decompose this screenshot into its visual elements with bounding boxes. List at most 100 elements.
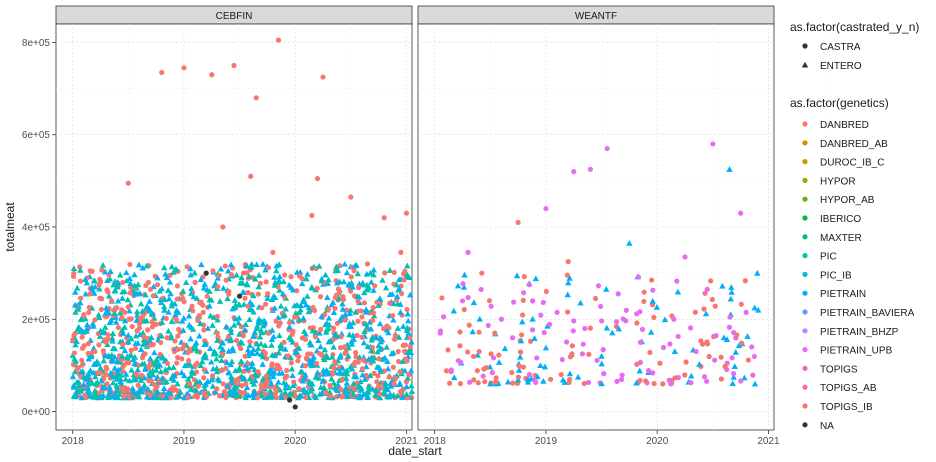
- data-point: [186, 358, 192, 364]
- data-point: [141, 334, 147, 340]
- data-point: [701, 374, 708, 380]
- data-point: [649, 277, 655, 283]
- data-point: [238, 324, 245, 330]
- data-point: [203, 270, 209, 276]
- data-point: [384, 393, 391, 400]
- data-point: [345, 281, 352, 288]
- data-point: [340, 278, 348, 285]
- data-point: [207, 312, 214, 319]
- data-point: [98, 278, 104, 285]
- data-point: [457, 329, 463, 335]
- data-point: [570, 328, 576, 334]
- data-point: [214, 316, 221, 323]
- data-point: [226, 391, 234, 398]
- data-point: [386, 374, 392, 380]
- data-point: [285, 353, 291, 359]
- data-point: [298, 280, 306, 287]
- data-point: [115, 324, 121, 331]
- data-point: [97, 295, 103, 301]
- data-point: [515, 219, 521, 225]
- data-point: [236, 293, 243, 299]
- data-point: [201, 327, 207, 333]
- data-point: [152, 366, 160, 373]
- data-point: [330, 309, 338, 315]
- data-point: [365, 383, 373, 390]
- data-point: [450, 307, 457, 314]
- data-point: [147, 362, 153, 368]
- data-point: [258, 318, 266, 325]
- data-point: [599, 318, 605, 324]
- data-point: [143, 302, 151, 309]
- data-point: [235, 314, 243, 321]
- data-point: [370, 317, 376, 323]
- data-point: [489, 370, 495, 376]
- data-point: [146, 298, 153, 304]
- data-point: [314, 369, 321, 376]
- legend-label: TOPIGS: [820, 364, 858, 375]
- data-point: [751, 380, 759, 387]
- data-point: [314, 285, 320, 291]
- data-point: [355, 284, 362, 291]
- data-point: [399, 394, 406, 400]
- data-point: [228, 272, 235, 278]
- data-point: [146, 378, 152, 384]
- data-point: [118, 326, 126, 333]
- data-point: [704, 378, 710, 384]
- data-point: [660, 381, 666, 387]
- data-point: [331, 365, 337, 371]
- data-point: [149, 394, 157, 401]
- data-point: [516, 363, 523, 369]
- data-point: [82, 290, 89, 297]
- data-point: [643, 378, 649, 384]
- data-point: [159, 69, 165, 76]
- data-point: [286, 391, 293, 398]
- data-point: [127, 280, 134, 287]
- data-point: [709, 296, 715, 303]
- data-point: [404, 306, 410, 313]
- data-point: [296, 316, 303, 323]
- data-point: [521, 290, 527, 296]
- data-point: [349, 319, 357, 326]
- data-point: [735, 342, 743, 349]
- data-point: [71, 355, 78, 362]
- data-point: [543, 205, 549, 212]
- data-point: [275, 349, 283, 356]
- data-point: [72, 330, 78, 337]
- data-point: [121, 309, 128, 315]
- data-point: [582, 325, 588, 332]
- data-point: [566, 275, 573, 281]
- data-point: [307, 387, 315, 394]
- legend-key: [802, 196, 808, 202]
- data-point: [236, 331, 243, 337]
- data-point: [139, 264, 146, 271]
- data-point: [142, 366, 149, 372]
- data-point: [372, 283, 378, 289]
- data-point: [574, 373, 582, 380]
- data-point: [71, 301, 79, 308]
- data-point: [294, 344, 301, 350]
- x-tick-label: 2019: [173, 436, 196, 447]
- data-point: [262, 266, 269, 273]
- data-point: [274, 314, 282, 321]
- data-point: [126, 316, 132, 322]
- data-point: [325, 306, 332, 312]
- data-point: [300, 314, 307, 321]
- legend-label: DUROC_IB_C: [820, 158, 884, 169]
- data-point: [82, 315, 89, 322]
- data-point: [196, 332, 203, 339]
- data-point: [136, 325, 143, 331]
- data-point: [216, 272, 222, 279]
- data-point: [112, 319, 120, 325]
- data-point: [172, 311, 179, 318]
- data-point: [297, 306, 304, 313]
- data-point: [339, 300, 346, 307]
- data-point: [143, 393, 151, 400]
- data-point: [245, 289, 251, 296]
- data-point: [100, 357, 107, 364]
- legend-key: [802, 140, 808, 146]
- data-point: [516, 353, 524, 360]
- data-point: [649, 297, 656, 304]
- data-point: [243, 384, 251, 390]
- data-point: [402, 356, 409, 362]
- data-point: [565, 259, 571, 265]
